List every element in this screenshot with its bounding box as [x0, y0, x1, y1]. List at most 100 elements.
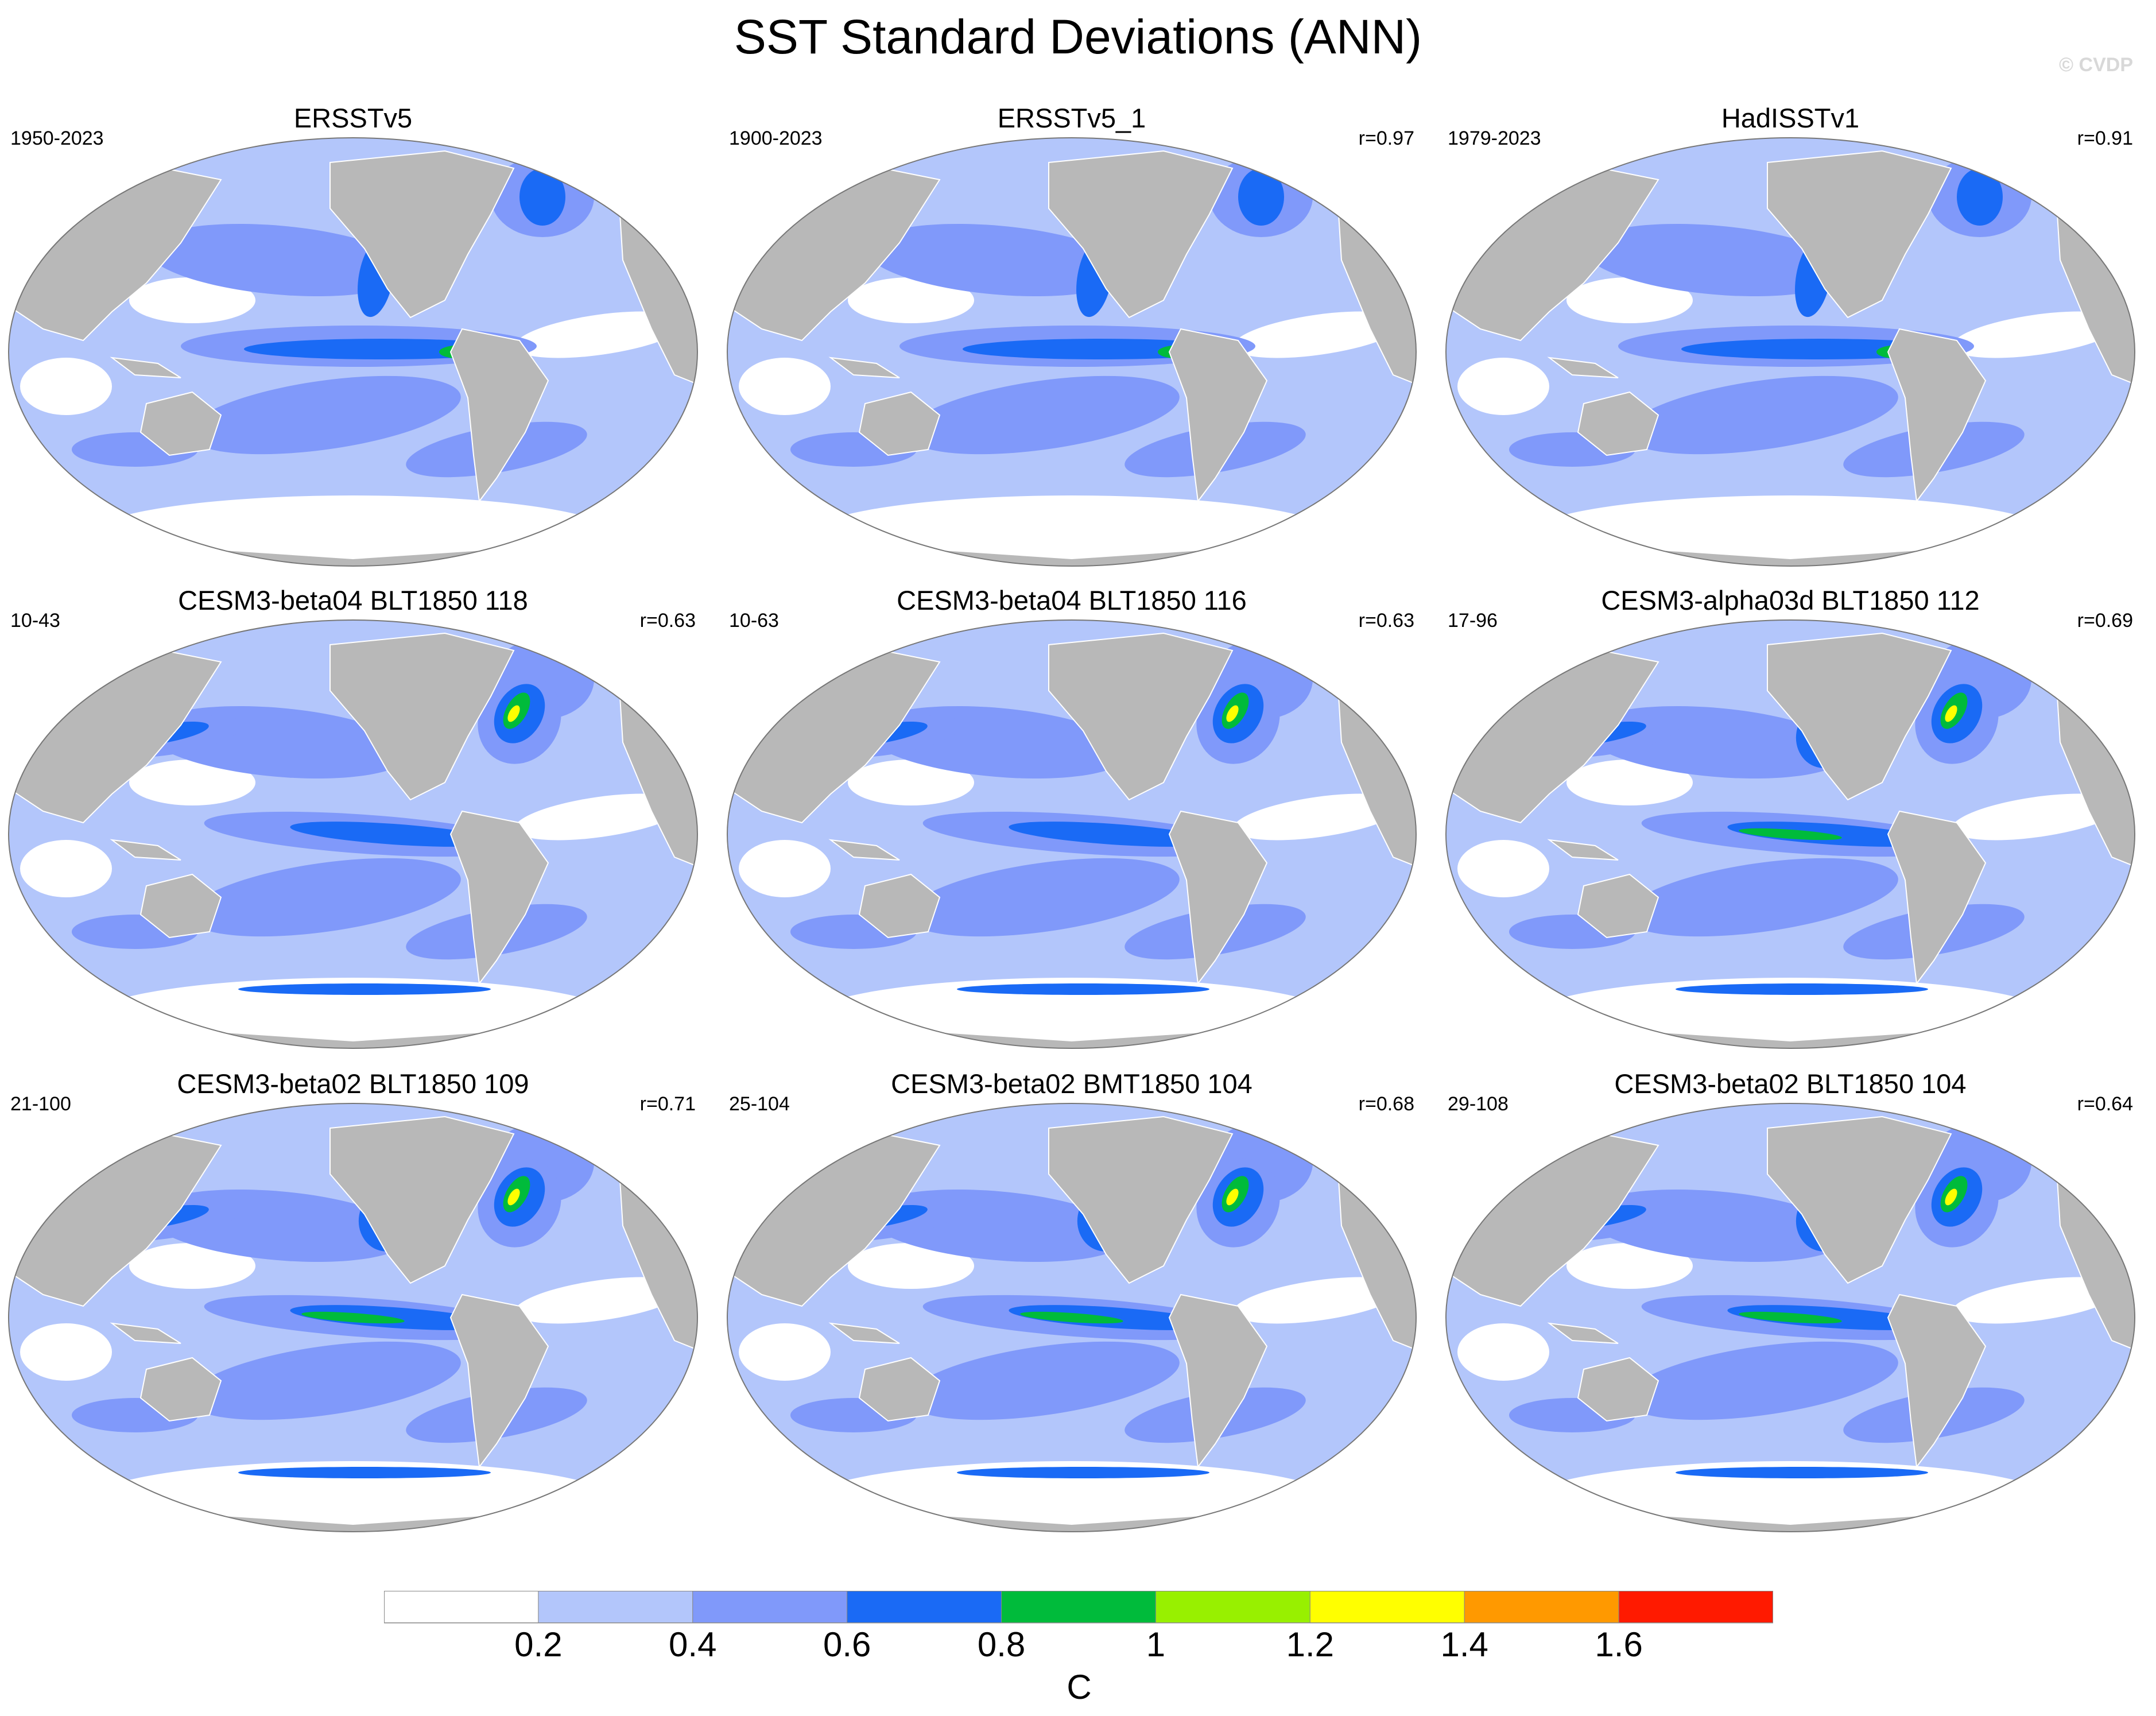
- south-america-landmass: [449, 1293, 549, 1469]
- panel-title: CESM3-alpha03d BLT1850 112: [1601, 585, 1980, 615]
- colorbar-tick-label: 0.8: [977, 1625, 1026, 1664]
- low-variance-region: [20, 358, 112, 415]
- colorbar-segment: [1309, 1591, 1465, 1624]
- moderate-variance-region: [906, 375, 1180, 455]
- colorbar-tick-label: 0.4: [669, 1625, 717, 1664]
- colorbar-tick-label: 1.2: [1286, 1625, 1335, 1664]
- australia-landmass: [858, 391, 941, 456]
- panel-title: ERSSTv5: [293, 103, 413, 133]
- labrador-sea-region: [1957, 168, 2003, 226]
- moderate-variance-region: [1625, 858, 1898, 937]
- north-america-landmass: [1048, 632, 1234, 801]
- greenland-landmass: [559, 621, 612, 663]
- low-variance-region: [848, 760, 974, 805]
- colorbar-tick-label: 0.6: [823, 1625, 871, 1664]
- low-variance-region: [1566, 277, 1693, 323]
- australia-landmass: [139, 873, 222, 939]
- world-map: [1445, 137, 2135, 567]
- colorbar-segment: [692, 1591, 848, 1624]
- low-variance-region: [739, 1323, 831, 1381]
- map-panel: HadISSTv1 1979-2023 r=0.91: [1437, 102, 2143, 567]
- greenland-landmass: [1277, 138, 1331, 181]
- maritime-continent-landmass: [828, 1322, 900, 1344]
- panel-title: CESM3-beta04 BLT1850 116: [897, 585, 1247, 615]
- moderate-variance-region: [188, 858, 461, 937]
- southern-ocean-region: [238, 1467, 491, 1478]
- maritime-continent-landmass: [110, 839, 181, 861]
- colorbar-segment: [1155, 1591, 1310, 1624]
- low-variance-region: [1566, 1243, 1693, 1289]
- south-america-landmass: [1887, 328, 1987, 503]
- low-variance-region: [1566, 760, 1693, 805]
- low-variance-region: [514, 1277, 685, 1324]
- panel-correlation: r=0.71: [639, 1093, 696, 1115]
- panel-years: 10-63: [729, 610, 779, 632]
- low-variance-region: [1457, 358, 1549, 415]
- moderate-variance-region: [1584, 223, 1848, 297]
- world-map: [8, 619, 698, 1049]
- low-variance-region: [129, 1243, 255, 1289]
- greenland-landmass: [1277, 1104, 1331, 1146]
- south-america-landmass: [449, 810, 549, 985]
- low-variance-region: [1952, 1277, 2123, 1324]
- north-america-landmass: [1048, 150, 1234, 319]
- gulf-stream-max: [1226, 705, 1239, 722]
- panel-title: ERSSTv5_1: [997, 103, 1146, 133]
- low-variance-region: [1233, 311, 1404, 358]
- panel-title: CESM3-beta02 BMT1850 104: [891, 1068, 1253, 1099]
- low-variance-region: [129, 277, 255, 323]
- panel-correlation: r=0.64: [2077, 1093, 2133, 1115]
- panel-years: 29-108: [1448, 1093, 1509, 1115]
- labrador-sea-region: [519, 168, 565, 226]
- australia-landmass: [139, 391, 222, 456]
- labrador-sea-region: [1238, 168, 1284, 226]
- panel-years: 1979-2023: [1448, 127, 1541, 149]
- gulf-stream-max: [1226, 1188, 1239, 1206]
- map-border: [1445, 619, 2135, 1049]
- south-america-landmass: [1168, 810, 1268, 985]
- panel-years: 17-96: [1448, 610, 1498, 632]
- southern-ocean-region: [238, 983, 491, 995]
- colorbar-tick-label: 1.4: [1440, 1625, 1488, 1664]
- maritime-continent-landmass: [828, 357, 900, 378]
- world-map: [1445, 1103, 2135, 1532]
- australia-landmass: [139, 1357, 222, 1422]
- panel-years: 25-104: [729, 1093, 790, 1115]
- low-variance-region: [848, 277, 974, 323]
- north-america-landmass: [329, 1115, 515, 1284]
- colorbar: [384, 1591, 1773, 1624]
- low-variance-region: [1952, 311, 2123, 358]
- map-border: [727, 1103, 1417, 1532]
- low-variance-region: [129, 760, 255, 805]
- map-panel: ERSSTv5 1950-2023: [0, 102, 706, 567]
- south-america-landmass: [1168, 1293, 1268, 1469]
- maritime-continent-landmass: [1547, 1322, 1619, 1344]
- low-variance-region: [514, 311, 685, 358]
- panel-correlation: r=0.63: [639, 610, 696, 632]
- australia-landmass: [858, 873, 941, 939]
- panel-title: HadISSTv1: [1721, 103, 1860, 133]
- colorbar-segment: [1464, 1591, 1619, 1624]
- moderate-variance-region: [1625, 375, 1898, 455]
- colorbar-segment: [847, 1591, 1002, 1624]
- southern-ocean-region: [1676, 1467, 1928, 1478]
- map-panel: CESM3-beta04 BLT1850 116 10-63 r=0.63: [719, 584, 1425, 1049]
- panel-correlation: r=0.68: [1358, 1093, 1414, 1115]
- greenland-landmass: [1996, 138, 2050, 181]
- enso-peak: [1739, 828, 1842, 840]
- map-border: [8, 137, 698, 567]
- colorbar-units: C: [1067, 1668, 1092, 1706]
- north-america-landmass: [1048, 1115, 1234, 1284]
- moderate-variance-region: [146, 223, 410, 297]
- maritime-continent-landmass: [1547, 839, 1619, 861]
- panel-correlation: r=0.63: [1358, 610, 1414, 632]
- southern-ocean-region: [957, 1467, 1209, 1478]
- low-variance-region: [739, 840, 831, 897]
- north-america-landmass: [329, 632, 515, 801]
- greenland-landmass: [559, 1104, 612, 1146]
- enso-core: [1009, 822, 1215, 847]
- world-map: [1445, 619, 2135, 1049]
- panel-years: 10-43: [10, 610, 60, 632]
- colorbar-segment: [538, 1591, 693, 1624]
- moderate-variance-region: [188, 375, 461, 455]
